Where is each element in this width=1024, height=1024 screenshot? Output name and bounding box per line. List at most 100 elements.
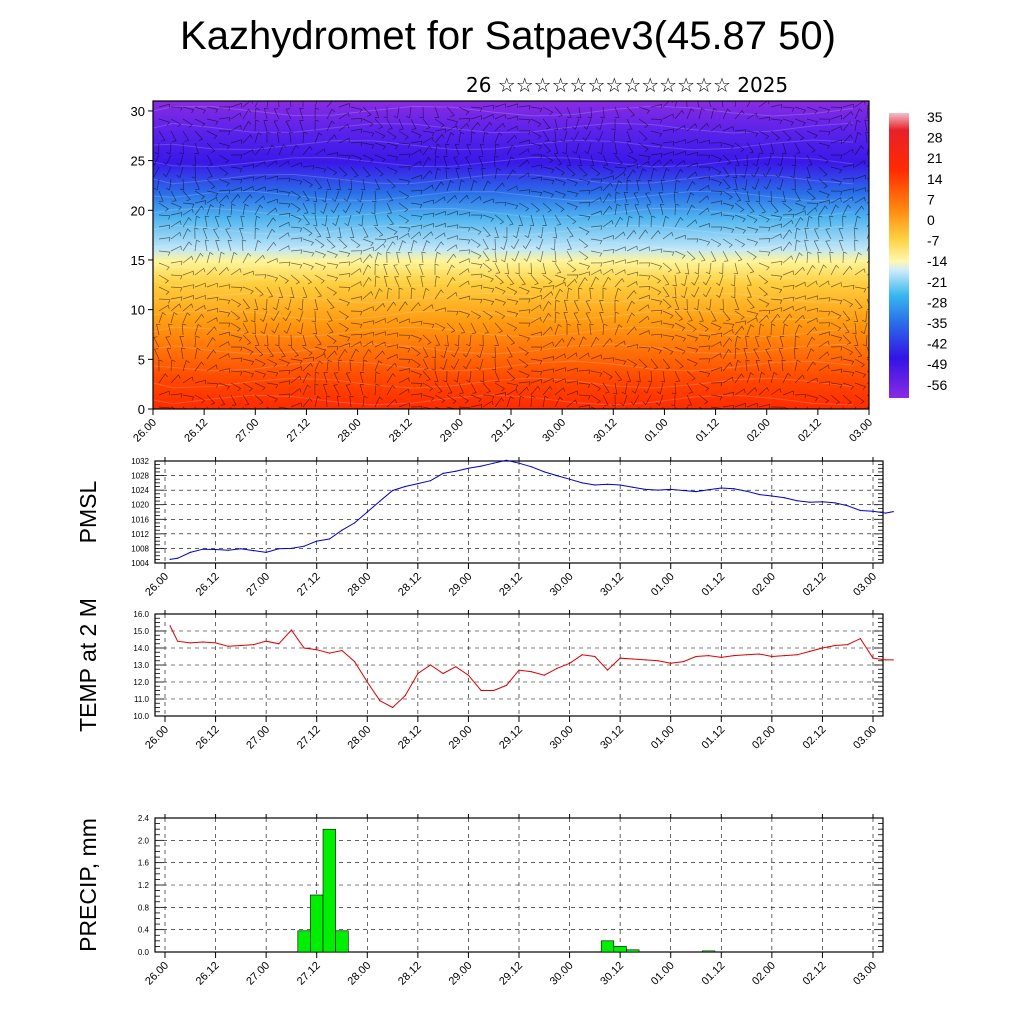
wind-barb (458, 106, 470, 115)
wind-barb (282, 310, 292, 322)
wind-barb (542, 326, 553, 336)
wind-barb (263, 120, 268, 132)
wind-barb (206, 364, 218, 372)
wind-barb (434, 394, 446, 404)
data-point (169, 625, 171, 627)
wind-barb (638, 215, 644, 228)
wind-barb (194, 323, 202, 336)
data-point (859, 509, 862, 512)
wind-barb (650, 248, 663, 253)
wind-barb (745, 190, 750, 203)
wind-barb (458, 295, 470, 301)
wind-barb (566, 178, 578, 187)
y-tick-label: 30 (131, 104, 145, 119)
wind-barb (218, 142, 231, 150)
wind-barb (806, 264, 816, 276)
wind-barb (206, 382, 219, 388)
wind-barb (434, 196, 446, 204)
wind-barb (537, 226, 544, 239)
wind-barb (422, 370, 431, 382)
wind-barb (659, 203, 665, 216)
wind-barb (338, 166, 348, 177)
wind-barb (421, 251, 426, 264)
wind-barb (242, 194, 253, 204)
wind-barb (326, 395, 331, 408)
wind-barb (673, 191, 679, 204)
wind-barb (266, 160, 278, 168)
wind-barb (818, 205, 828, 216)
wind-barb (153, 154, 160, 166)
data-point (733, 488, 735, 490)
y-axis-label: PMSL (75, 480, 101, 543)
wind-barb (206, 349, 216, 360)
wind-barb (842, 358, 855, 365)
wind-barb (770, 388, 782, 396)
wind-barb (590, 225, 603, 230)
wind-barb (158, 359, 163, 372)
wind-barb (562, 118, 568, 131)
wind-barb (242, 310, 248, 322)
wind-barb (854, 298, 863, 310)
wind-barb (314, 148, 326, 156)
wind-barb (434, 106, 440, 118)
wind-barb (182, 295, 194, 300)
wind-barb (314, 226, 322, 238)
wind-barb (818, 118, 831, 124)
wind-barb (830, 382, 843, 389)
wind-barb (770, 286, 783, 294)
wind-barb (494, 397, 504, 408)
wind-barb (638, 168, 647, 180)
wind-barb (218, 310, 231, 317)
wind-barb (662, 298, 672, 309)
precip-panel: 0.00.40.81.21.62.02.426.00 26.12 27.00 27.1… (75, 814, 884, 988)
wind-barb (374, 371, 380, 384)
wind-barb (494, 382, 505, 392)
wind-barb (542, 285, 555, 290)
wind-barb (289, 286, 295, 298)
wind-barb (321, 214, 328, 227)
wind-barb (491, 238, 496, 251)
wind-barb (650, 229, 661, 240)
data-point (379, 700, 381, 702)
y-tick-label: 14.0 (133, 644, 149, 653)
wind-barb (794, 142, 801, 154)
wind-barb (453, 370, 460, 383)
colorbar-label: -28 (927, 294, 947, 310)
wind-barb (542, 291, 554, 300)
wind-barb (266, 358, 278, 368)
wind-barb (674, 168, 684, 180)
wind-barb (686, 382, 694, 394)
wind-barb (254, 131, 262, 144)
data-point (303, 647, 305, 649)
data-point (429, 480, 432, 482)
wind-barb (518, 148, 530, 156)
wind-barb (522, 238, 532, 250)
y-tick-label: 15 (131, 253, 145, 268)
wind-barb (578, 271, 590, 276)
wind-barb (242, 185, 254, 192)
wind-barb (566, 274, 579, 279)
data-point (821, 647, 824, 649)
wind-barb (647, 180, 653, 192)
wind-barb (398, 334, 411, 340)
wind-barb (254, 370, 267, 378)
heatmap-field (153, 101, 869, 409)
wind-barb (518, 172, 530, 180)
wind-barb (398, 402, 410, 408)
wind-barb (170, 212, 183, 217)
x-tick-label: 29.12 (489, 417, 517, 445)
wind-barb (218, 194, 229, 204)
wind-barb (338, 112, 350, 120)
wind-barb (194, 379, 206, 385)
data-point (341, 529, 343, 531)
wind-barb (530, 378, 542, 384)
wind-barb (506, 370, 516, 381)
wind-barb (191, 166, 196, 179)
wind-barb (386, 241, 396, 252)
wind-barb (350, 268, 362, 276)
wind-barb (818, 394, 830, 404)
wind-barb (491, 358, 496, 371)
wind-barb (206, 251, 214, 264)
wind-barb (710, 250, 717, 262)
wind-barb (590, 238, 603, 245)
